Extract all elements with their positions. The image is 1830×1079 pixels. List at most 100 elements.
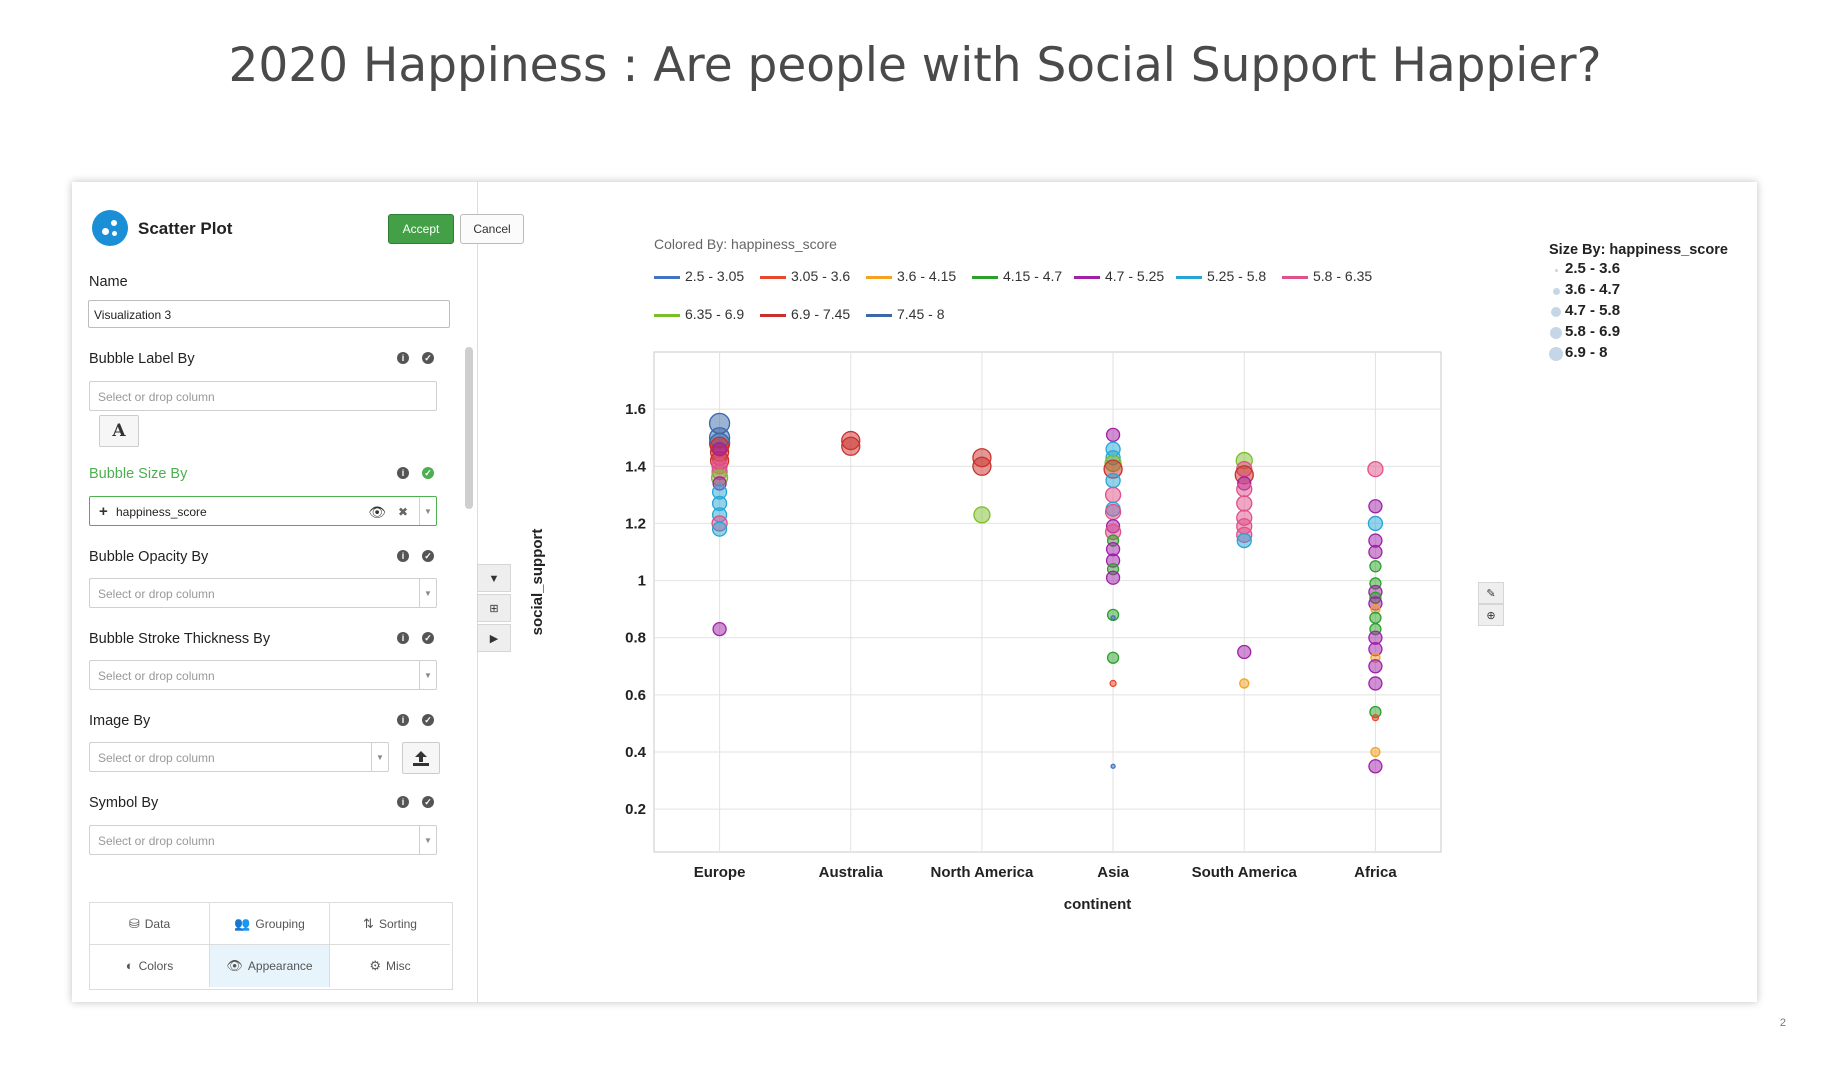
data-point: [1369, 611, 1382, 624]
check-icon: ✓: [422, 632, 434, 644]
legend-label: 6.35 - 6.9: [685, 306, 745, 322]
info-icon[interactable]: i: [397, 550, 409, 562]
chevron-down-icon[interactable]: ▼: [419, 579, 436, 607]
legend-item[interactable]: 5.25 - 5.8: [1176, 268, 1266, 284]
tab-sorting[interactable]: ⇅ Sorting: [330, 903, 450, 945]
placeholder: Select or drop column: [98, 587, 215, 601]
chevron-down-icon[interactable]: ▼: [419, 826, 436, 854]
legend-swatch: [866, 275, 892, 279]
panel-header: Scatter Plot Accept Cancel: [92, 210, 524, 250]
visualization-card: Scatter Plot Accept Cancel Name Visualiz…: [72, 182, 1757, 1002]
bubble-size-by-label: Bubble Size By: [89, 466, 188, 482]
filter-icon[interactable]: ▼: [477, 564, 511, 592]
info-icon[interactable]: i: [397, 796, 409, 808]
tab-label: Data: [144, 917, 171, 931]
legend-item[interactable]: 2.5 - 3.05: [654, 268, 744, 284]
check-icon: ✓: [422, 796, 434, 808]
data-point: [1104, 503, 1122, 521]
legend-item[interactable]: 5.8 - 6.35: [1282, 268, 1372, 284]
data-point: [1236, 495, 1253, 512]
data-point: [1368, 659, 1383, 674]
legend-swatch: [654, 275, 680, 279]
info-icon[interactable]: i: [397, 467, 409, 479]
data-point: [1106, 651, 1120, 664]
legend-item[interactable]: 6.35 - 6.9: [654, 306, 744, 322]
data-point: [1237, 644, 1252, 660]
data-point: [712, 441, 727, 457]
size-swatch: [1550, 327, 1562, 339]
play-icon[interactable]: ▶: [477, 624, 511, 652]
chevron-down-icon[interactable]: ▼: [419, 497, 436, 525]
gear-icon: ⚙: [369, 958, 381, 973]
chevron-down-icon[interactable]: ▼: [419, 661, 436, 689]
x-tick-label: Australia: [819, 864, 884, 881]
tab-label: Grouping: [255, 917, 305, 931]
tab-label: Appearance: [247, 959, 313, 973]
symbol-by-select[interactable]: Select or drop column ▼: [89, 825, 437, 855]
size-legend-title: Size By: happiness_score: [1549, 242, 1728, 258]
data-point: [1368, 676, 1383, 691]
close-icon[interactable]: ✖: [397, 505, 408, 519]
legend-label: 5.8 - 6.35: [1313, 268, 1373, 284]
tab-colors[interactable]: ◐ Colors: [90, 945, 210, 987]
check-icon: ✓: [422, 714, 434, 726]
data-point: [1367, 515, 1384, 532]
panel-scrollbar[interactable]: [465, 347, 473, 509]
tab-appearance[interactable]: 👁 Appearance: [210, 945, 330, 987]
size-legend-label: 6.9 - 8: [1565, 344, 1608, 361]
check-icon: ✓: [422, 467, 434, 479]
brush-icon[interactable]: ✎: [1478, 582, 1504, 604]
data-point: [712, 621, 727, 637]
data-point: [1368, 499, 1383, 514]
legend-swatch: [1074, 275, 1100, 279]
slide-title: 2020 Happiness : Are people with Social …: [228, 38, 1602, 93]
tab-misc[interactable]: ⚙ Misc: [330, 945, 450, 987]
eye-icon[interactable]: 👁: [368, 504, 386, 520]
contrast-icon: ◐: [125, 958, 134, 973]
legend-item[interactable]: 4.7 - 5.25: [1074, 268, 1164, 284]
cancel-button[interactable]: Cancel: [460, 214, 524, 244]
info-icon[interactable]: i: [397, 714, 409, 726]
legend-swatch: [760, 275, 786, 279]
y-tick-label: 1.4: [625, 458, 647, 475]
size-legend-label: 3.6 - 4.7: [1565, 281, 1621, 298]
legend-item[interactable]: 3.05 - 3.6: [760, 268, 850, 284]
font-style-button[interactable]: A: [99, 415, 139, 447]
chevron-down-icon[interactable]: ▼: [371, 743, 388, 771]
bubble-opacity-by-select[interactable]: Select or drop column ▼: [89, 578, 437, 608]
placeholder: Select or drop column: [98, 834, 215, 848]
tab-data[interactable]: ⛁ Data: [90, 903, 210, 945]
legend-item[interactable]: 4.15 - 4.7: [972, 268, 1062, 284]
size-legend-label: 2.5 - 3.6: [1565, 260, 1621, 277]
legend-item[interactable]: 7.45 - 8: [866, 306, 944, 322]
bubble-stroke-by-label: Bubble Stroke Thickness By: [89, 631, 271, 647]
bubble-label-by-drop[interactable]: Select or drop column: [89, 381, 437, 411]
plot-area: [653, 351, 1442, 853]
zoom-icon[interactable]: ⊕: [1478, 604, 1504, 626]
legend-item[interactable]: 3.6 - 4.15: [866, 268, 956, 284]
info-icon[interactable]: i: [397, 632, 409, 644]
size-swatch: [1549, 347, 1563, 361]
size-swatch: [1551, 307, 1561, 317]
group-icon: 👥: [234, 916, 251, 931]
accept-button[interactable]: Accept: [388, 214, 454, 244]
tab-grouping[interactable]: 👥 Grouping: [210, 903, 330, 945]
sort-icon: ⇅: [363, 916, 374, 931]
x-tick-label: Africa: [1354, 864, 1397, 881]
name-input[interactable]: Visualization 3: [88, 300, 450, 328]
properties-panel: Scatter Plot Accept Cancel Name Visualiz…: [72, 182, 524, 1002]
data-point: [1367, 460, 1384, 478]
placeholder: Select or drop column: [98, 751, 215, 765]
image-by-select[interactable]: Select or drop column ▼: [89, 742, 389, 772]
grid-icon[interactable]: ⊞: [477, 594, 511, 622]
bubble-size-by-field[interactable]: + happiness_score 👁 ✖ ▼: [89, 496, 437, 526]
chart-side-toolbar: ▼ ⊞ ▶: [477, 564, 511, 654]
placeholder: Select or drop column: [98, 390, 215, 404]
upload-button[interactable]: [402, 742, 440, 774]
info-icon[interactable]: i: [397, 352, 409, 364]
legend-item[interactable]: 6.9 - 7.45: [760, 306, 850, 322]
bubble-stroke-by-select[interactable]: Select or drop column ▼: [89, 660, 437, 690]
slide-number: 2: [1779, 1017, 1786, 1029]
plus-icon[interactable]: +: [99, 503, 108, 520]
data-point: [1368, 544, 1383, 560]
